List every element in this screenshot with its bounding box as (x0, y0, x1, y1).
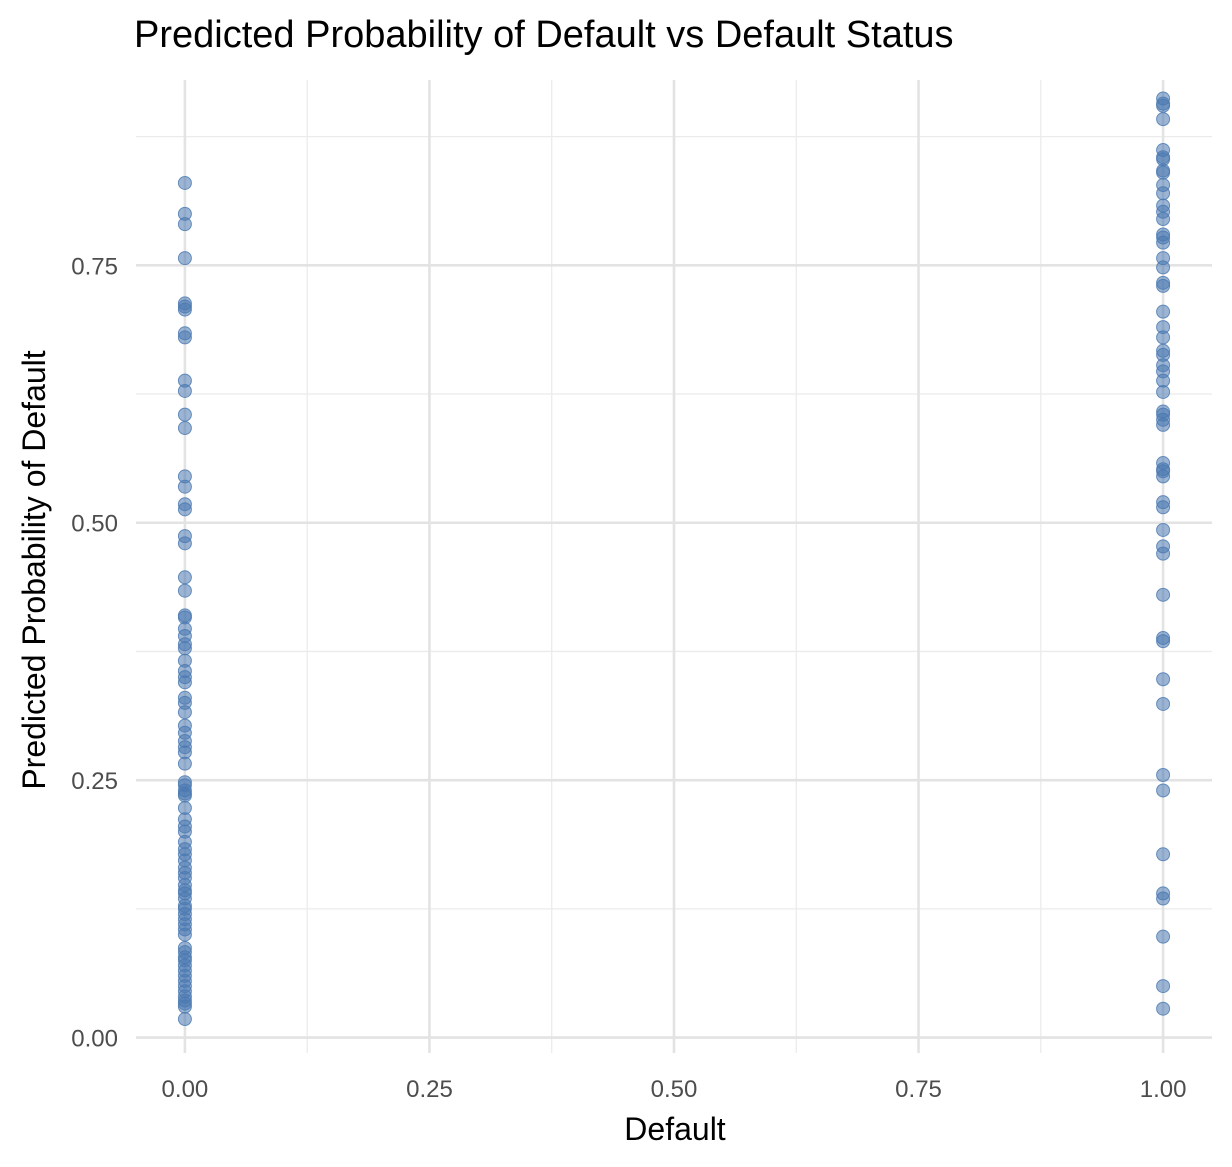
data-point (1156, 98, 1171, 113)
data-point (1156, 522, 1171, 537)
y-tick-label: 0.25 (71, 768, 118, 795)
data-point (1156, 260, 1171, 275)
data-point (1156, 847, 1171, 862)
data-point (177, 536, 192, 551)
data-point (177, 570, 192, 585)
data-point (1156, 384, 1171, 399)
data-point (1156, 634, 1171, 649)
x-axis-title: Default (624, 1111, 726, 1147)
x-tick-label: 1.00 (1140, 1076, 1187, 1103)
data-point (177, 330, 192, 345)
data-point (177, 502, 192, 517)
data-points (177, 91, 1171, 1027)
data-point (177, 705, 192, 720)
y-tick-label: 0.75 (71, 253, 118, 280)
data-point (177, 299, 192, 314)
data-point (177, 251, 192, 266)
y-axis-tick-labels: 0.00 0.25 0.50 0.75 (71, 253, 118, 1052)
data-point (177, 583, 192, 598)
data-point (1156, 1001, 1171, 1016)
data-point (177, 217, 192, 232)
data-point (177, 927, 192, 942)
data-point (1156, 417, 1171, 432)
data-point (177, 675, 192, 690)
data-point (1156, 278, 1171, 293)
x-tick-label: 0.00 (162, 1076, 209, 1103)
data-point (1156, 235, 1171, 250)
data-point (1156, 979, 1171, 994)
data-point (1156, 696, 1171, 711)
data-point (177, 1012, 192, 1027)
data-point (1156, 304, 1171, 319)
data-point (177, 421, 192, 436)
data-point (1156, 768, 1171, 782)
y-tick-label: 0.00 (71, 1026, 118, 1053)
data-point (1156, 469, 1171, 484)
data-point (1156, 672, 1171, 687)
data-point (1156, 587, 1171, 602)
x-tick-label: 0.75 (895, 1076, 942, 1103)
data-point (1156, 783, 1171, 798)
data-point (1156, 891, 1171, 906)
data-point (177, 175, 192, 190)
major-gridlines (136, 80, 1212, 1053)
data-point (1156, 330, 1171, 345)
chart-title: Predicted Probability of Default vs Defa… (134, 14, 954, 56)
x-tick-label: 0.25 (406, 1076, 453, 1103)
data-point (1156, 212, 1171, 226)
data-point (177, 641, 192, 656)
data-point (1156, 500, 1171, 515)
data-point (177, 788, 192, 803)
x-axis-tick-labels: 0.00 0.25 0.50 0.75 1.00 (162, 1076, 1187, 1103)
data-point (177, 383, 192, 398)
data-point (177, 407, 192, 422)
data-point (177, 756, 192, 771)
data-point (1156, 929, 1171, 944)
y-tick-label: 0.50 (71, 511, 118, 538)
data-point (177, 999, 192, 1014)
data-point (1156, 112, 1171, 127)
x-tick-label: 0.50 (651, 1076, 698, 1103)
data-point (177, 479, 192, 494)
data-point (1156, 546, 1171, 561)
data-point (1156, 165, 1171, 180)
data-point (1156, 186, 1171, 201)
y-axis-title: Predicted Probability of Default (16, 350, 52, 789)
